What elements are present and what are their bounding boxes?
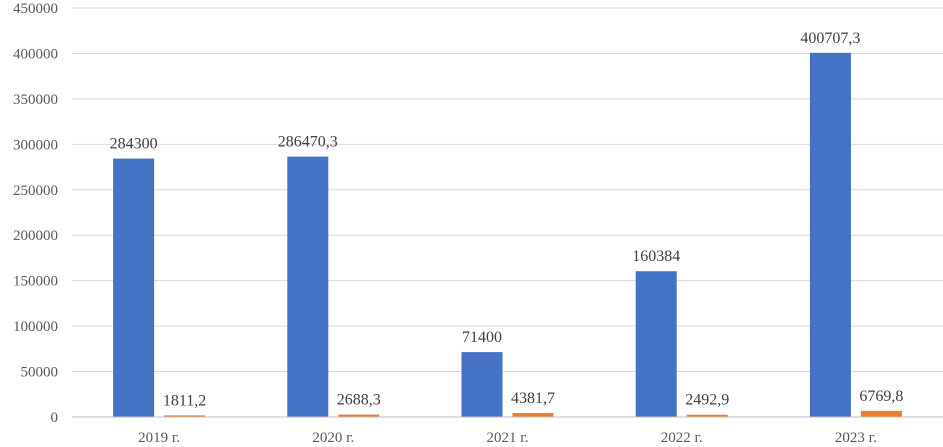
y-tick-label: 450000 xyxy=(13,1,58,17)
bar-series-1-2 xyxy=(287,156,329,418)
y-tick-label: 150000 xyxy=(13,274,58,290)
y-tick-label: 250000 xyxy=(13,183,58,199)
x-category-label: 2023 г. xyxy=(835,430,877,446)
bar-series-2-4 xyxy=(686,414,728,417)
y-tick-label: 200000 xyxy=(13,228,58,244)
bar-series-1-5 xyxy=(809,52,851,418)
data-label-series-1-4: 160384 xyxy=(632,248,680,265)
data-label-series-1-2: 286470,3 xyxy=(278,134,338,151)
y-tick-label: 0 xyxy=(51,410,59,426)
bars xyxy=(113,52,902,418)
y-tick-label: 350000 xyxy=(13,92,58,108)
data-label-series-2-5: 6769,8 xyxy=(859,388,903,405)
y-tick-label: 400000 xyxy=(13,46,58,62)
data-label-series-2-4: 2492,9 xyxy=(685,392,729,409)
bar-series-1-4 xyxy=(635,271,677,417)
x-category-label: 2021 г. xyxy=(487,430,529,446)
data-label-series-1-3: 71400 xyxy=(462,329,502,346)
x-axis-categories: 2019 г. 2020 г. 2021 г. 2022 г. 2023 г. xyxy=(138,430,877,446)
bar-series-1-3 xyxy=(461,352,503,417)
x-category-label: 2020 г. xyxy=(312,430,354,446)
data-label-series-1-5: 400707,3 xyxy=(800,30,860,47)
data-label-series-1-1: 284300 xyxy=(110,136,158,153)
x-category-label: 2022 г. xyxy=(661,430,703,446)
x-category-label: 2019 г. xyxy=(138,430,180,446)
y-tick-label: 300000 xyxy=(13,137,58,153)
data-label-series-2-2: 2688,3 xyxy=(337,392,381,409)
bar-series-2-5 xyxy=(860,410,902,417)
bar-series-2-1 xyxy=(164,415,206,417)
data-labels: 284300 1811,2 286470,3 2688,3 71400 4381,7 160… xyxy=(110,30,904,410)
bar-series-2-2 xyxy=(338,414,380,417)
y-tick-label: 100000 xyxy=(13,319,58,335)
y-axis-ticks: 0 50000 100000 150000 200000 250000 300000 3500… xyxy=(13,1,58,426)
gridlines xyxy=(72,7,943,373)
bar-series-2-3 xyxy=(512,413,554,417)
data-label-series-2-3: 4381,7 xyxy=(511,390,555,407)
y-tick-label: 50000 xyxy=(21,365,59,381)
bar-series-1-1 xyxy=(113,158,155,417)
data-label-series-2-1: 1811,2 xyxy=(163,392,206,409)
